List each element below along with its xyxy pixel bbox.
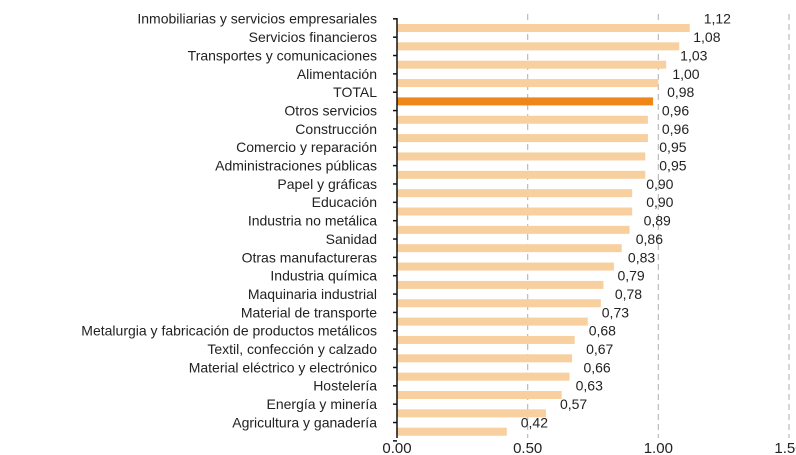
- x-tick-label: 1.00: [644, 440, 673, 455]
- bar: [397, 24, 690, 32]
- value-label: 0,66: [583, 359, 610, 375]
- value-label: 0,90: [646, 194, 673, 210]
- bar: [397, 280, 604, 289]
- y-tick-label: Agricultura y ganadería: [232, 414, 377, 430]
- x-tick-label: 0.00: [382, 440, 411, 455]
- value-label: 1,00: [672, 66, 699, 82]
- y-tick-label: Alimentación: [297, 66, 377, 82]
- bar: [397, 299, 601, 308]
- bar: [397, 391, 562, 399]
- y-tick-label: Textil, confección y calzado: [207, 341, 377, 357]
- value-label: 0,90: [646, 176, 673, 192]
- bar: [397, 115, 648, 124]
- bar: [397, 372, 570, 381]
- value-label: 0,83: [628, 249, 655, 265]
- bar: [397, 317, 588, 326]
- value-label: 1,12: [704, 11, 731, 27]
- y-tick-label: Otros servicios: [284, 102, 377, 118]
- y-tick-label: Papel y gráficas: [277, 176, 377, 192]
- y-tick-label: Industria no metálica: [248, 213, 377, 229]
- value-label: 0,42: [521, 414, 548, 430]
- value-label: 0,68: [589, 323, 616, 339]
- y-tick-label: Inmobiliarias y servicios empresariales: [137, 11, 377, 27]
- value-label: 0,79: [617, 268, 644, 284]
- y-tick-label: Transportes y comunicaciones: [188, 47, 377, 63]
- x-tick-label: 1.50: [774, 440, 796, 455]
- y-tick-label: Construcción: [295, 121, 377, 137]
- y-tick-label: Material eléctrico y electrónico: [189, 359, 378, 375]
- bar: [397, 207, 633, 216]
- value-label: 0,96: [662, 121, 689, 137]
- value-label: 0,57: [560, 396, 587, 412]
- bar: [397, 134, 648, 143]
- bar: [397, 97, 654, 106]
- y-tick-label: TOTAL: [333, 84, 377, 100]
- y-tick-label: Otras manufactureras: [242, 249, 377, 265]
- y-tick-label: Servicios financieros: [249, 29, 377, 45]
- bar: [397, 409, 546, 418]
- y-tick-label: Energía y minería: [267, 396, 378, 412]
- y-tick-label: Metalurgia y fabricación de productos me…: [81, 323, 377, 339]
- y-tick-label: Maquinaria industrial: [248, 286, 377, 302]
- value-label: 0,95: [659, 158, 686, 174]
- bar: [397, 354, 573, 363]
- value-label: 0,98: [667, 84, 694, 100]
- bar: [397, 189, 633, 198]
- value-label: 1,03: [680, 47, 707, 63]
- bar: [397, 262, 614, 271]
- bar: [397, 244, 622, 253]
- value-label: 0,86: [636, 231, 663, 247]
- bar: [397, 170, 646, 179]
- bar: [397, 152, 646, 161]
- y-tick-label: Comercio y reparación: [236, 139, 377, 155]
- bar: [397, 42, 680, 51]
- x-tick-label: 0.50: [513, 440, 542, 455]
- y-tick-label: Administraciones públicas: [215, 158, 377, 174]
- value-label: 0,78: [615, 286, 642, 302]
- bar: [397, 60, 667, 69]
- value-label: 0,89: [644, 213, 671, 229]
- bar: [397, 427, 507, 436]
- y-tick-label: Industria química: [270, 268, 377, 284]
- value-label: 0,67: [586, 341, 613, 357]
- y-tick-label: Educación: [312, 194, 377, 210]
- bar: [397, 335, 575, 344]
- y-tick-label: Hostelería: [313, 378, 377, 394]
- bar: [397, 225, 630, 234]
- y-tick-label: Material de transporte: [241, 304, 377, 320]
- value-label: 0,63: [576, 378, 603, 394]
- value-label: 0,96: [662, 102, 689, 118]
- value-label: 0,73: [602, 304, 629, 320]
- bar: [397, 79, 659, 88]
- value-label: 1,08: [693, 29, 720, 45]
- value-label: 0,95: [659, 139, 686, 155]
- y-tick-label: Sanidad: [326, 231, 377, 247]
